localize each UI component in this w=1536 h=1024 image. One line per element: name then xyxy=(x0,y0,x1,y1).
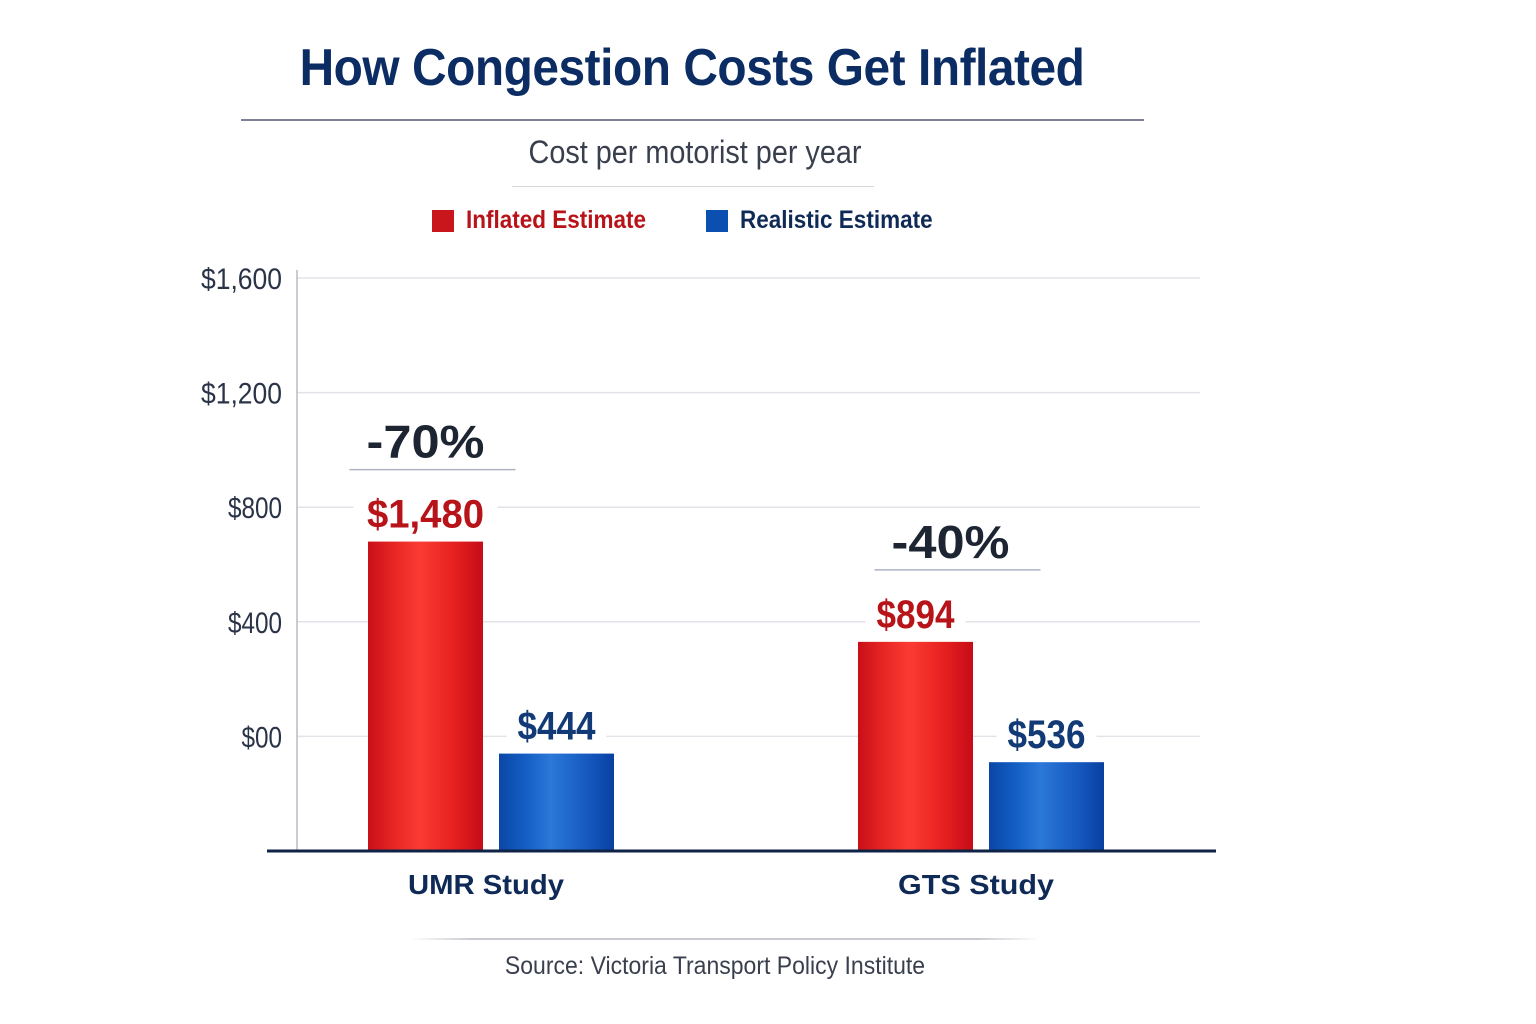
legend: Inflated Estimate Realistic Estimate xyxy=(0,206,1536,236)
x-category-label: UMR Study xyxy=(408,869,564,900)
y-tick-label: $800 xyxy=(228,492,282,525)
data-label-backdrop xyxy=(996,712,1097,757)
data-label-backdrop xyxy=(353,491,498,536)
legend-swatch-inflated xyxy=(432,209,454,232)
subtitle-divider xyxy=(512,186,874,187)
legend-label-realistic: Realistic Estimate xyxy=(740,206,933,234)
bar-realistic xyxy=(989,762,1104,851)
y-tick-label: $00 xyxy=(242,721,283,754)
y-tick-label: $1,200 xyxy=(201,378,282,411)
source-note: Source: Victoria Transport Policy Instit… xyxy=(504,952,926,980)
x-category-label: GTS Study xyxy=(898,869,1054,900)
data-label-inflated: $894 xyxy=(877,593,956,637)
bars xyxy=(368,541,1104,851)
percent-change-annotation: -70% xyxy=(367,416,485,468)
legend-item-inflated: Inflated Estimate xyxy=(432,206,666,235)
bar-realistic xyxy=(499,753,614,851)
title-divider xyxy=(241,119,1144,121)
chart-title: How Congestion Costs Get Inflated xyxy=(299,39,1085,97)
legend-swatch-realistic xyxy=(706,209,728,232)
legend-item-realistic: Realistic Estimate xyxy=(706,206,954,235)
data-label-backdrop xyxy=(506,703,607,748)
x-axis-labels: UMR Study GTS Study xyxy=(408,869,1054,900)
legend-label-inflated: Inflated Estimate xyxy=(466,206,647,234)
bar-inflated xyxy=(858,641,973,851)
bar-inflated xyxy=(368,541,483,851)
data-labels: $1,480 $444 -70% $894 $536 -40% xyxy=(349,416,1097,757)
data-label-realistic: $536 xyxy=(1008,713,1086,757)
source-divider xyxy=(410,938,1040,940)
y-axis-ticks: $00 $400 $800 $1,200 $1,600 xyxy=(201,263,282,754)
y-tick-label: $400 xyxy=(228,607,282,640)
y-tick-label: $1,600 xyxy=(201,263,282,296)
data-label-backdrop xyxy=(865,591,966,636)
data-label-inflated: $1,480 xyxy=(367,493,484,537)
data-label-realistic: $444 xyxy=(518,705,597,749)
chart-subtitle: Cost per motorist per year xyxy=(528,134,862,170)
percent-change-annotation: -40% xyxy=(892,516,1010,568)
